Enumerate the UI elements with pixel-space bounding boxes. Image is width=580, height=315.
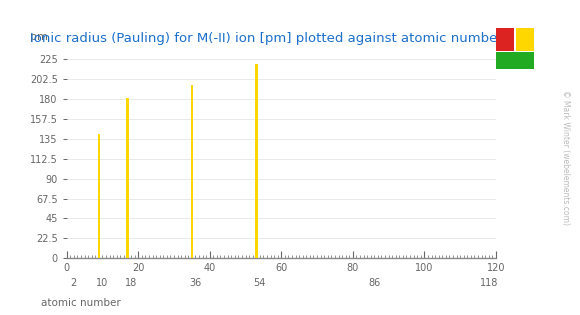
Bar xyxy=(97,135,100,258)
Text: atomic number: atomic number xyxy=(41,298,121,308)
Text: Ionic radius (Pauling) for M(-II) ion [pm] plotted against atomic number: Ionic radius (Pauling) for M(-II) ion [p… xyxy=(30,32,503,45)
Bar xyxy=(191,85,193,258)
Text: © Mark Winter (webelements.com): © Mark Winter (webelements.com) xyxy=(561,90,570,225)
Bar xyxy=(126,98,129,258)
Text: pm: pm xyxy=(30,32,48,42)
Bar xyxy=(255,64,258,258)
